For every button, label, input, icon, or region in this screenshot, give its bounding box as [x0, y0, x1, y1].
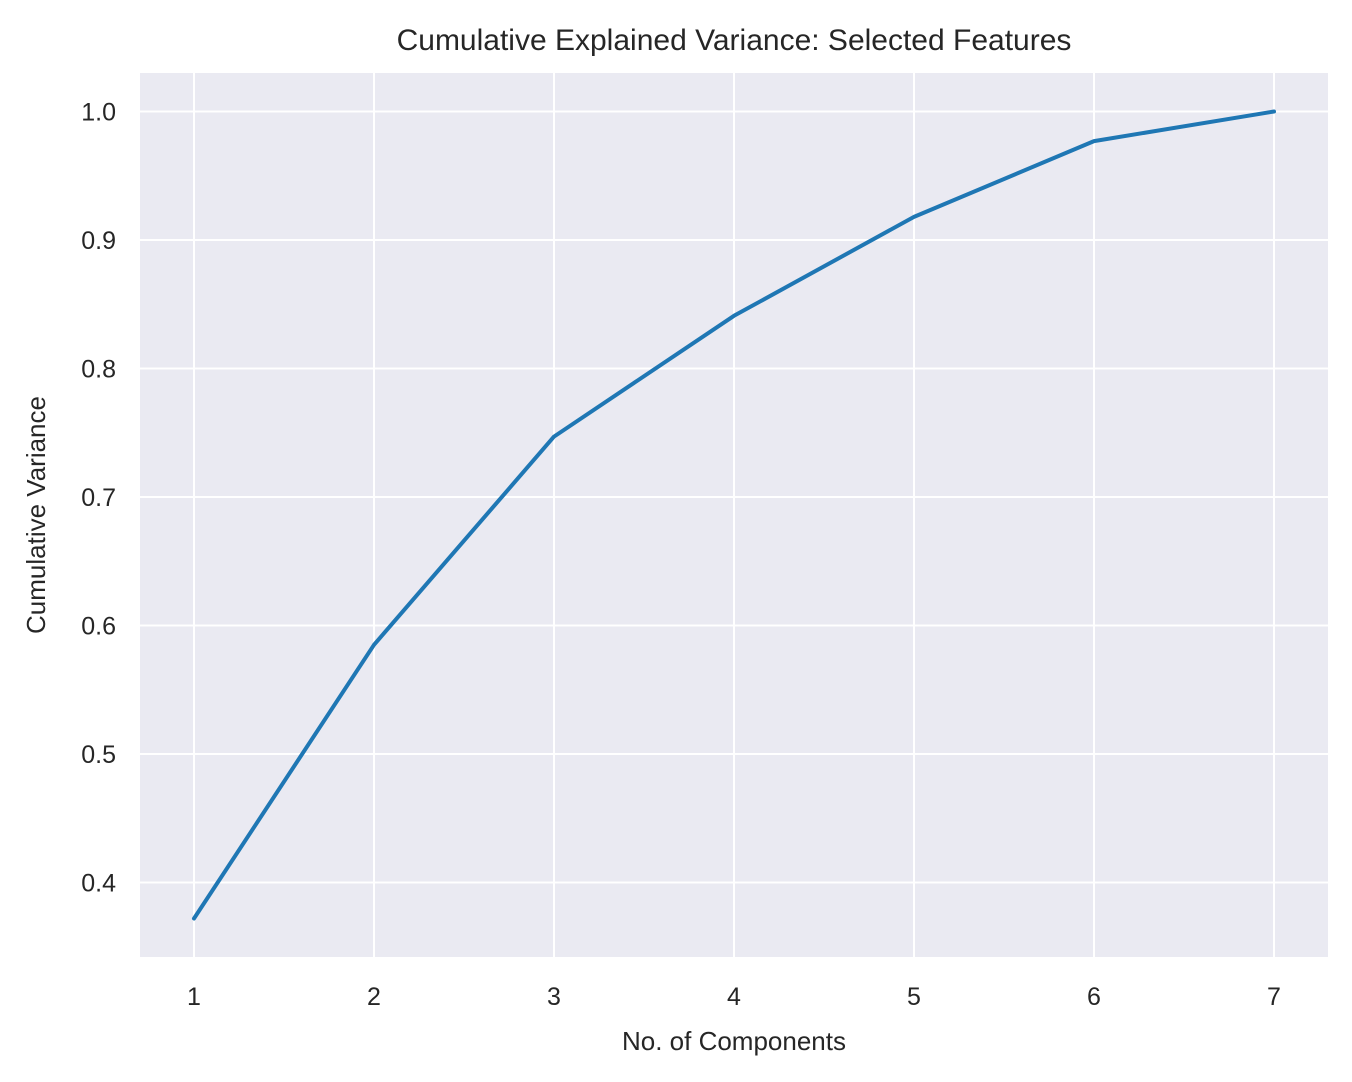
- x-tick-label: 1: [187, 983, 201, 1011]
- y-tick-label: 0.4: [81, 869, 116, 897]
- chart-title: Cumulative Explained Variance: Selected …: [397, 24, 1072, 57]
- y-tick-label: 0.5: [81, 741, 116, 769]
- series-lines: [192, 109, 1276, 921]
- x-tick-label: 4: [727, 983, 741, 1011]
- y-axis-ticks: 0.4 0.5 0.6 0.7 0.8 0.9 1.0: [81, 99, 116, 898]
- x-axis-ticks: 1 2 3 4 5 6 7: [187, 983, 1281, 1011]
- x-axis-label: No. of Components: [622, 1026, 846, 1056]
- y-tick-label: 0.8: [81, 356, 116, 384]
- series-line: [192, 109, 1276, 921]
- x-tick-label: 7: [1267, 983, 1281, 1011]
- grid: [140, 73, 1328, 957]
- y-axis-label: Cumulative Variance: [21, 396, 51, 634]
- x-tick-label: 5: [907, 983, 921, 1011]
- x-tick-label: 6: [1087, 983, 1101, 1011]
- x-tick-label: 2: [367, 983, 381, 1011]
- y-tick-label: 0.6: [81, 613, 116, 641]
- x-tick-label: 3: [547, 983, 561, 1011]
- y-tick-label: 0.7: [81, 484, 116, 512]
- y-tick-label: 0.9: [81, 227, 116, 255]
- y-tick-label: 1.0: [81, 99, 116, 127]
